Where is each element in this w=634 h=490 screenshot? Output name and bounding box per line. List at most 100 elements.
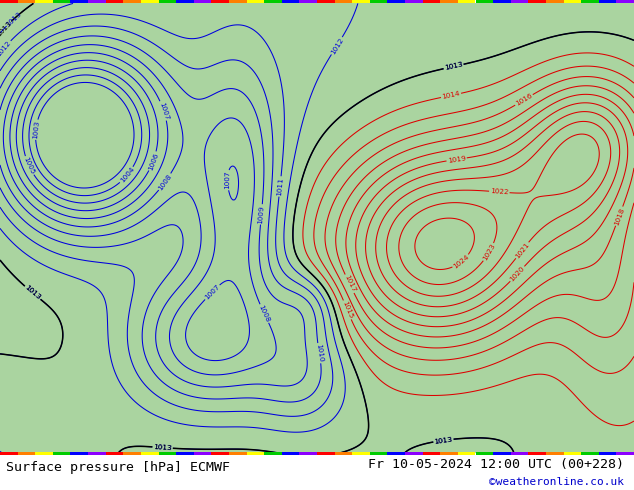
Text: 1013: 1013 (153, 444, 172, 451)
Bar (123, 0, 141, 3)
Text: 1013: 1013 (434, 436, 453, 444)
Bar (493, 0, 511, 3)
Bar (353, 0, 370, 3)
Bar (0, 452, 18, 455)
Text: 1021: 1021 (514, 241, 530, 259)
Bar (405, 0, 423, 3)
Bar (476, 452, 493, 455)
Text: ©weatheronline.co.uk: ©weatheronline.co.uk (489, 477, 624, 487)
Text: 1013: 1013 (23, 285, 42, 301)
Bar (158, 0, 176, 3)
Text: 1007: 1007 (224, 171, 231, 190)
Bar (616, 0, 634, 3)
Bar (405, 452, 423, 455)
Bar (546, 452, 564, 455)
Bar (440, 0, 458, 3)
Bar (317, 452, 335, 455)
Bar (598, 0, 616, 3)
Text: 1006: 1006 (147, 151, 159, 171)
Text: 1007: 1007 (204, 283, 221, 301)
Bar (564, 0, 581, 3)
Bar (458, 0, 476, 3)
Text: 1013: 1013 (153, 444, 172, 451)
Text: 1020: 1020 (509, 265, 526, 283)
Text: 1009: 1009 (257, 205, 265, 224)
Bar (106, 0, 123, 3)
Bar (176, 0, 194, 3)
Bar (53, 452, 70, 455)
Bar (581, 452, 598, 455)
Text: 1013: 1013 (444, 62, 463, 72)
Bar (528, 452, 546, 455)
Text: 1013: 1013 (0, 20, 13, 37)
Bar (564, 452, 581, 455)
Bar (18, 452, 36, 455)
Bar (581, 0, 598, 3)
Bar (141, 452, 158, 455)
Text: 1018: 1018 (613, 206, 625, 226)
Bar (299, 0, 317, 3)
Text: 1015: 1015 (341, 300, 354, 319)
Text: Fr 10-05-2024 12:00 UTC (00+228): Fr 10-05-2024 12:00 UTC (00+228) (368, 458, 624, 471)
Bar (423, 0, 440, 3)
Bar (423, 452, 440, 455)
Bar (36, 0, 53, 3)
Bar (264, 0, 281, 3)
Bar (264, 452, 281, 455)
Bar (70, 0, 88, 3)
Bar (247, 452, 264, 455)
Bar (616, 452, 634, 455)
Bar (281, 452, 299, 455)
Bar (229, 452, 247, 455)
Text: 1012: 1012 (0, 40, 12, 57)
Text: 1005: 1005 (22, 156, 36, 175)
Bar (194, 452, 211, 455)
Bar (511, 0, 528, 3)
Text: 1008: 1008 (257, 304, 271, 323)
Bar (528, 0, 546, 3)
Bar (247, 0, 264, 3)
Bar (123, 452, 141, 455)
Bar (211, 0, 229, 3)
Text: 1014: 1014 (441, 91, 461, 100)
Bar (598, 452, 616, 455)
Bar (194, 0, 211, 3)
Bar (158, 452, 176, 455)
Bar (387, 452, 405, 455)
Bar (440, 452, 458, 455)
Text: 1019: 1019 (447, 155, 466, 164)
Text: 1013: 1013 (5, 10, 23, 27)
Text: Surface pressure [hPa] ECMWF: Surface pressure [hPa] ECMWF (6, 462, 230, 474)
Bar (176, 452, 194, 455)
Bar (370, 0, 387, 3)
Bar (88, 0, 106, 3)
Bar (0, 0, 18, 3)
Text: 1010: 1010 (315, 343, 323, 363)
Bar (317, 0, 335, 3)
Text: 1008: 1008 (157, 172, 173, 191)
Bar (493, 452, 511, 455)
Bar (335, 0, 353, 3)
Text: 1022: 1022 (490, 188, 508, 196)
Bar (88, 452, 106, 455)
Bar (335, 452, 353, 455)
Bar (36, 452, 53, 455)
Text: 1004: 1004 (119, 166, 135, 184)
Text: 1016: 1016 (515, 93, 533, 107)
Text: 1011: 1011 (276, 177, 284, 196)
Bar (370, 452, 387, 455)
Bar (53, 0, 70, 3)
Bar (476, 0, 493, 3)
Text: 1013: 1013 (23, 285, 42, 301)
Text: 1017: 1017 (343, 274, 356, 294)
Text: 1024: 1024 (452, 254, 470, 270)
Bar (106, 452, 123, 455)
Bar (458, 452, 476, 455)
Text: 1007: 1007 (158, 101, 169, 121)
Text: 1023: 1023 (482, 243, 496, 262)
Bar (281, 0, 299, 3)
Bar (141, 0, 158, 3)
Bar (211, 452, 229, 455)
Bar (299, 452, 317, 455)
Text: 1012: 1012 (330, 36, 344, 55)
